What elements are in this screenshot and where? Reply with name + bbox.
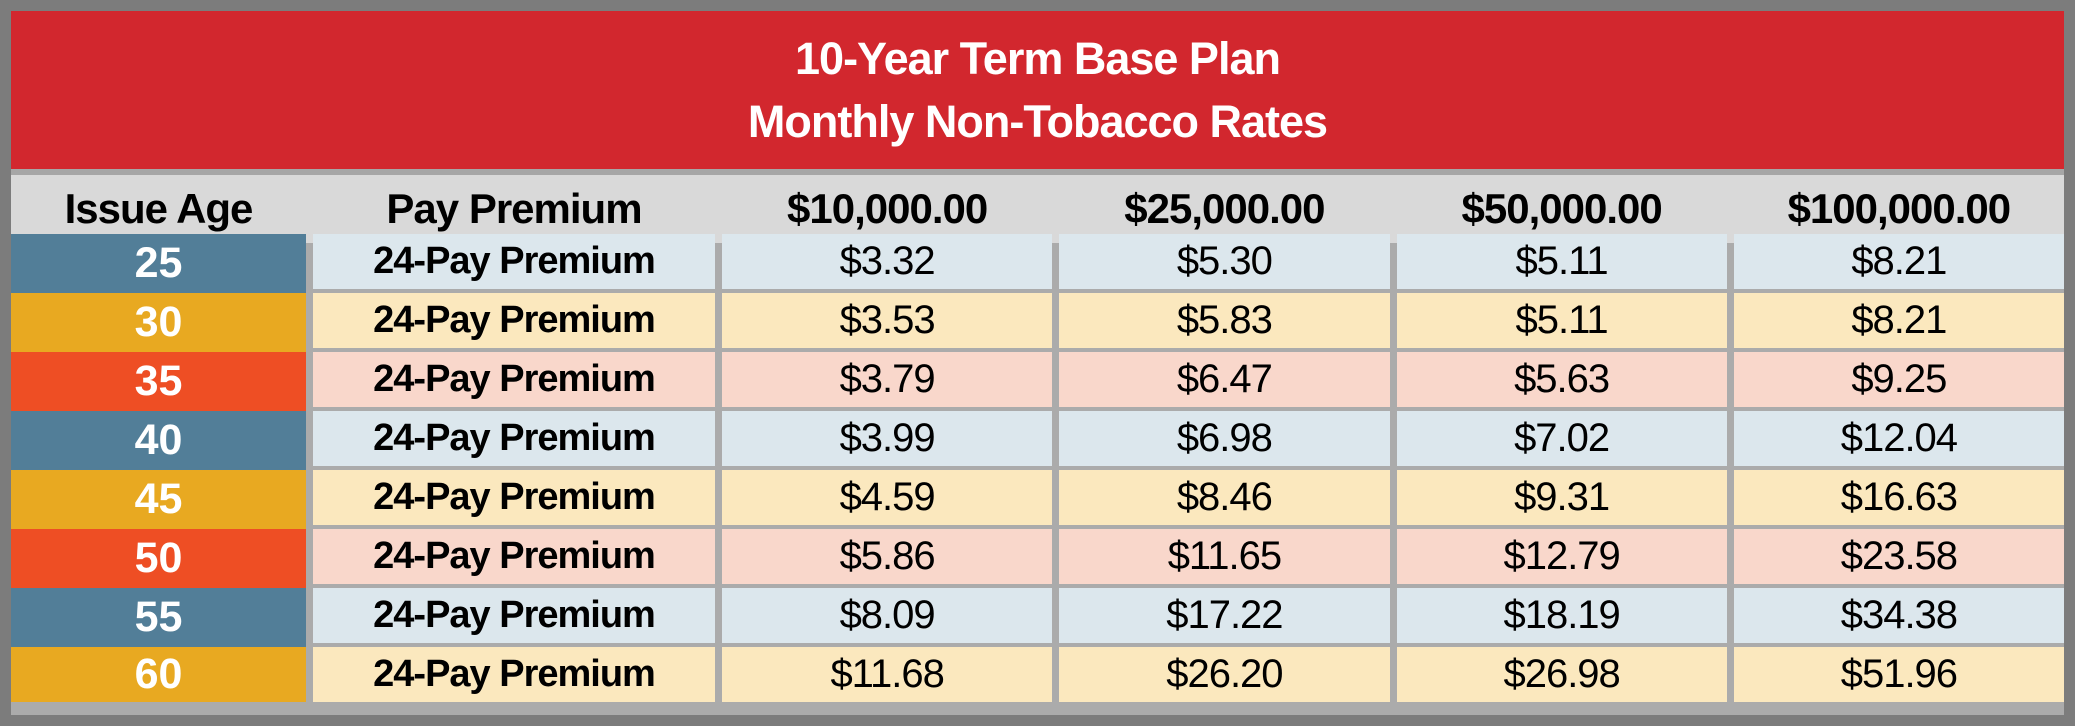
issue-age-cell: 50	[11, 529, 306, 588]
pay-premium-cell: 24-Pay Premium	[313, 529, 715, 584]
rate-cell: $17.22	[1059, 588, 1390, 643]
pay-premium-cell: 24-Pay Premium	[313, 470, 715, 525]
pay-premium-cell: 24-Pay Premium	[313, 234, 715, 289]
rate-cell: $7.02	[1396, 411, 1727, 466]
column-header-issue-age: Issue Age	[64, 185, 254, 232]
rate-cell: $9.25	[1733, 352, 2064, 407]
pay-premium-cell: 24-Pay Premium	[313, 411, 715, 466]
pay-premium-cell: 24-Pay Premium	[313, 647, 715, 702]
issue-age-cell: 55	[11, 588, 306, 647]
issue-age-cell: 35	[11, 352, 306, 411]
issue-age-cell: 40	[11, 411, 306, 470]
rate-cell: $4.59	[722, 470, 1053, 525]
pay-premium-cell: 24-Pay Premium	[313, 293, 715, 348]
rate-cell: $11.68	[722, 647, 1053, 702]
rate-cell: $5.11	[1396, 234, 1727, 289]
pay-premium-cell: 24-Pay Premium	[313, 588, 715, 643]
column-header-100000: $100,000.00	[1787, 185, 2012, 232]
column-header-10000: $10,000.00	[787, 185, 988, 232]
rate-cell: $18.19	[1396, 588, 1727, 643]
rate-cell: $3.32	[722, 234, 1053, 289]
rate-cell: $12.04	[1733, 411, 2064, 466]
rate-cell: $6.47	[1059, 352, 1390, 407]
rate-cell: $8.09	[722, 588, 1053, 643]
rate-cell: $3.99	[722, 411, 1053, 466]
banner-divider	[11, 169, 2064, 175]
rate-cell: $9.31	[1396, 470, 1727, 525]
issue-age-cell: 45	[11, 470, 306, 529]
rate-cell: $3.79	[722, 352, 1053, 407]
rate-cell: $3.53	[722, 293, 1053, 348]
rates-table: Issue Age Pay Premium $10,000.00 $25,000…	[11, 175, 2064, 715]
title-line-1: 10-Year Term Base Plan	[795, 33, 1281, 84]
table-header-row: Issue Age Pay Premium $10,000.00 $25,000…	[11, 175, 2064, 243]
column-header-25000: $25,000.00	[1124, 185, 1325, 232]
column-header-pay-premium: Pay Premium	[386, 185, 642, 232]
column-header-50000: $50,000.00	[1461, 185, 1663, 232]
rate-cell: $26.98	[1396, 647, 1727, 702]
rate-cell: $6.98	[1059, 411, 1390, 466]
rate-cell: $34.38	[1733, 588, 2064, 643]
title-banner: 10-Year Term Base Plan Monthly Non-Tobac…	[11, 11, 2064, 169]
title-line-2: Monthly Non-Tobacco Rates	[747, 96, 1328, 147]
rate-cell: $8.21	[1733, 234, 2064, 289]
rate-cell: $51.96	[1733, 647, 2064, 702]
rate-cell: $11.65	[1059, 529, 1390, 584]
issue-age-cell: 60	[11, 647, 306, 702]
issue-age-cell: 30	[11, 293, 306, 352]
rate-cell: $23.58	[1733, 529, 2064, 584]
rate-cell: $5.11	[1396, 293, 1727, 348]
rate-cell: $8.46	[1059, 470, 1390, 525]
rate-cell: $5.30	[1059, 234, 1390, 289]
pay-premium-cell: 24-Pay Premium	[313, 352, 715, 407]
rate-cell: $8.21	[1733, 293, 2064, 348]
rate-cell: $5.63	[1396, 352, 1727, 407]
issue-age-cell: 25	[11, 234, 306, 293]
rate-cell: $16.63	[1733, 470, 2064, 525]
rate-cell: $12.79	[1396, 529, 1727, 584]
rate-cell: $5.83	[1059, 293, 1390, 348]
rate-cell: $26.20	[1059, 647, 1390, 702]
rate-cell: $5.86	[722, 529, 1053, 584]
